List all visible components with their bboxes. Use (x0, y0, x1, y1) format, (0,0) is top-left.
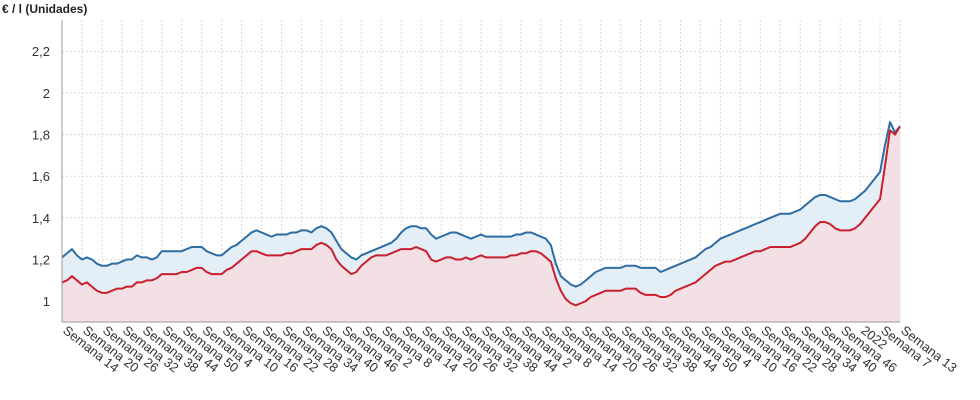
y-tick-label: 2 (43, 86, 50, 101)
series-2-line (61, 125, 901, 307)
y-tick-label: 1 (43, 294, 50, 309)
y-tick-label: 1,2 (32, 253, 50, 268)
series-1-line (61, 121, 901, 288)
y-tick-label: 1,8 (32, 128, 50, 143)
y-tick-label: 1,4 (32, 211, 50, 226)
y-tick-label: 1,6 (32, 169, 50, 184)
y-axis-unit-label: € / l (Unidades) (2, 2, 87, 16)
series-lines (61, 121, 901, 307)
y-tick-label: 2,2 (32, 44, 50, 59)
series-2-area (62, 126, 900, 322)
area-fills (62, 122, 900, 322)
